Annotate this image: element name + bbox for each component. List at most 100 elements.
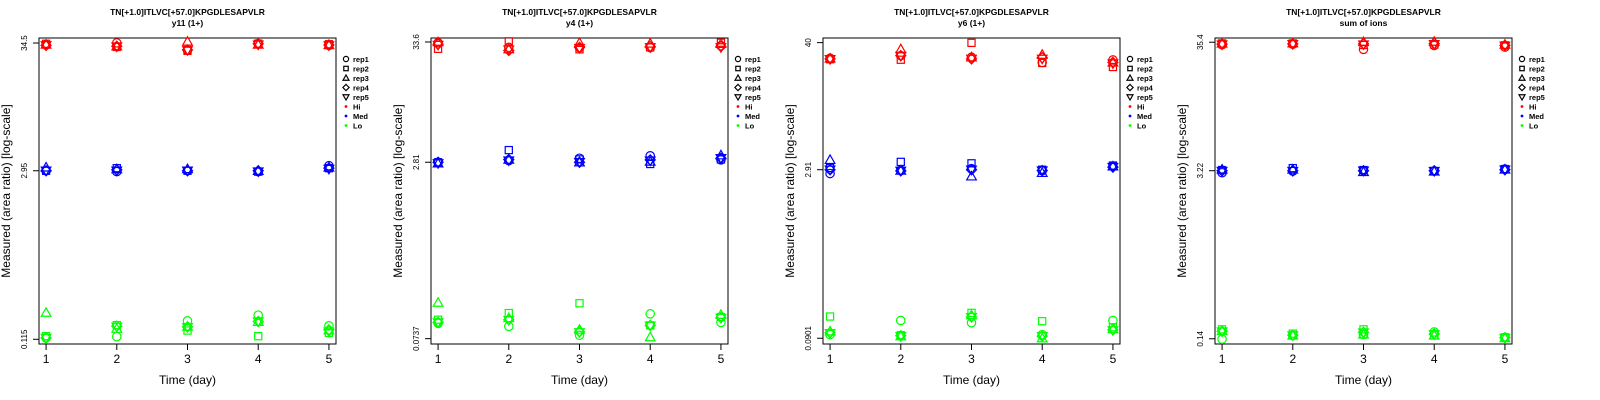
- data-point-hi-rep3: [323, 38, 335, 50]
- data-point-lo-rep1: [253, 310, 264, 320]
- data-point-med-rep5: [110, 166, 123, 177]
- legend-rep1-circle-icon: [1126, 55, 1134, 63]
- legend-label: rep2: [745, 65, 761, 74]
- legend-label: Lo: [353, 122, 363, 131]
- data-point-hi-rep5: [432, 40, 444, 52]
- x-axis-label: Time (day): [551, 373, 608, 387]
- data-point-hi-rep5: [1357, 40, 1370, 51]
- legend-rep1-circle-icon: [1518, 55, 1526, 63]
- data-point-lo-rep5: [432, 318, 444, 329]
- data-point-hi-rep3: [573, 36, 586, 47]
- chart-subtitle: y4 (1+): [566, 18, 593, 28]
- legend-hi-dot: [344, 105, 348, 108]
- x-tick-label: 4: [1039, 352, 1046, 366]
- legend-lo-dot: [1520, 124, 1524, 127]
- data-point-lo-rep5: [644, 321, 657, 332]
- legend-label: rep2: [1529, 65, 1545, 74]
- data-point-hi-rep3: [1216, 37, 1228, 48]
- data-point-lo-rep5: [110, 322, 123, 333]
- legend-rep5-down-triangle-icon: [1517, 94, 1527, 102]
- legend-rep1-circle-icon: [342, 55, 350, 63]
- x-axis-label: Time (day): [1335, 373, 1392, 387]
- legend-label: rep4: [1529, 84, 1546, 93]
- plot-frame: [822, 37, 1121, 345]
- x-tick-label: 3: [968, 352, 975, 366]
- data-point-med-rep5: [1499, 165, 1511, 176]
- data-point-hi-rep3: [824, 52, 836, 63]
- plot-frame: [430, 37, 729, 345]
- data-point-hi-rep3: [1499, 38, 1511, 49]
- legend-rep2-square-icon: [1127, 65, 1133, 72]
- data-point-med-rep3: [1499, 163, 1511, 174]
- x-tick-label: 3: [184, 352, 191, 366]
- data-point-hi-rep5: [894, 51, 907, 62]
- data-point-hi-rep5: [1428, 40, 1441, 51]
- data-point-lo-rep5: [1107, 326, 1119, 337]
- data-point-med-rep5: [502, 156, 515, 167]
- x-tick-label: 5: [326, 352, 333, 366]
- data-point-lo-rep1: [574, 330, 585, 341]
- data-point-med-rep5: [323, 164, 335, 176]
- legend-label: rep4: [353, 84, 370, 93]
- data-point-lo-rep5: [715, 313, 727, 324]
- data-point-med-rep3: [894, 164, 907, 175]
- x-tick-label: 2: [505, 352, 512, 366]
- data-point-med-rep5: [181, 166, 194, 177]
- data-point-med-rep3: [323, 161, 335, 172]
- legend-rep3-triangle-icon: [1125, 73, 1135, 81]
- x-tick-label: 4: [255, 352, 262, 366]
- data-point-lo-rep5: [965, 312, 978, 324]
- data-point-med-rep2: [575, 155, 584, 164]
- legend-label: Med: [745, 112, 760, 121]
- legend-label: rep3: [353, 74, 369, 83]
- legend-rep3-triangle-icon: [341, 73, 351, 81]
- x-tick-label: 5: [1110, 352, 1117, 366]
- x-tick-label: 4: [647, 352, 654, 366]
- data-point-med-rep5: [432, 159, 444, 170]
- plot-frame: [1214, 37, 1513, 345]
- data-point-med-rep2: [504, 145, 513, 155]
- x-tick-label: 1: [1219, 352, 1226, 366]
- legend-rep3-triangle-icon: [733, 73, 743, 81]
- legend-label: rep5: [745, 93, 761, 102]
- data-point-med-rep5: [1286, 166, 1299, 178]
- data-point-lo-rep1: [182, 316, 193, 326]
- x-tick-label: 1: [435, 352, 442, 366]
- legend-rep2-square-icon: [735, 65, 741, 72]
- data-point-hi-rep3: [1036, 48, 1049, 59]
- data-point-lo-rep3: [181, 320, 194, 331]
- data-point-hi-rep5: [824, 55, 836, 66]
- chart-subtitle: sum of ions: [1340, 18, 1388, 28]
- chart-title: TN[+1.0]ITLVC[+57.0]KPGDLESAPVLR: [110, 7, 265, 17]
- y-tick-label: 2.91: [804, 161, 813, 177]
- data-point-med-rep5: [965, 165, 978, 176]
- legend-rep4-diamond-icon: [734, 83, 742, 92]
- data-point-hi-rep3: [40, 38, 52, 49]
- y-axis-label: Measured (area ratio) [log-scale]: [783, 104, 797, 277]
- data-point-hi-rep5: [715, 43, 727, 54]
- y-tick-label: 2.95: [20, 162, 29, 178]
- y-tick-label: 0.0737: [412, 326, 421, 351]
- data-point-lo-rep5: [1216, 327, 1228, 338]
- legend-lo-dot: [736, 124, 740, 127]
- data-point-med-rep5: [40, 166, 52, 177]
- data-point-med-rep2: [896, 157, 905, 167]
- data-point-lo-rep5: [894, 331, 907, 343]
- y-tick-label: 0.115: [20, 329, 29, 349]
- legend-rep2-square-icon: [1519, 65, 1525, 72]
- data-point-lo-rep1: [503, 321, 514, 332]
- legend-label: rep3: [1529, 74, 1545, 83]
- data-point-lo-rep5: [1036, 331, 1049, 343]
- plot-frame: [38, 37, 337, 345]
- legend-label: rep2: [353, 65, 369, 74]
- x-tick-label: 2: [113, 352, 120, 366]
- legend-med-dot: [1520, 114, 1524, 118]
- chart-subtitle: y6 (1+): [958, 18, 985, 28]
- data-point-hi-rep5: [965, 54, 978, 65]
- data-point-med-rep3: [110, 162, 123, 174]
- data-point-med-rep5: [573, 158, 586, 169]
